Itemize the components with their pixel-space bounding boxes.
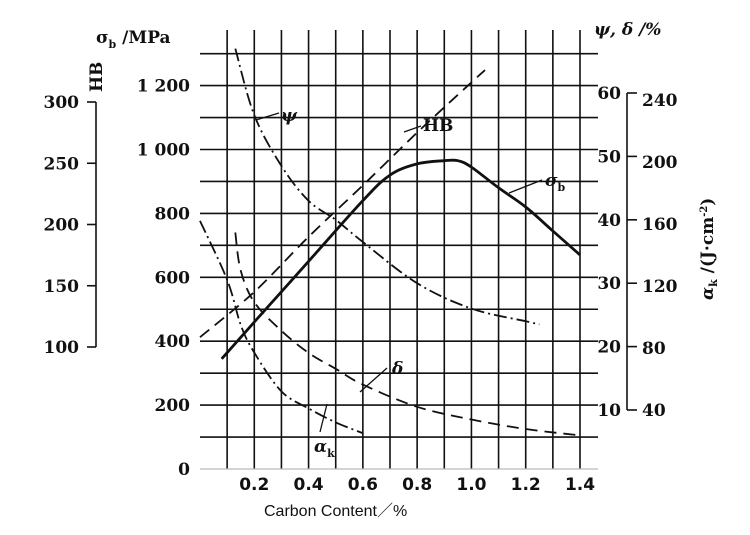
alpha-tick-label: 120 xyxy=(642,277,678,297)
sigma-tick-label: 1 000 xyxy=(137,141,190,161)
delta-curve-label: δ xyxy=(391,359,403,379)
sigma-tick-label: 800 xyxy=(155,204,191,224)
axes: 0 200 400 600 800 1 000 1 200 0.2 0.4 0.6 0.8 1.0 1.… xyxy=(44,77,678,495)
x-axis-title: Carbon Content／% xyxy=(264,503,407,520)
series-b-line xyxy=(220,158,581,360)
series--line xyxy=(234,232,581,437)
labels: σb /MPa HB ψ, δ /% αk /(J·cm-2) Carbon C… xyxy=(87,20,720,520)
series--line xyxy=(234,48,540,326)
alpha-tick-label: 240 xyxy=(642,91,678,111)
hb-tick-label: 300 xyxy=(44,93,80,113)
x-tick-label: 1.2 xyxy=(511,475,541,495)
alpha-curve-label: αk xyxy=(314,437,335,460)
hb-tick-label: 250 xyxy=(44,154,80,174)
alpha-axis-title: αk /(J·cm-2) xyxy=(698,198,720,300)
hb-axis-title: HB xyxy=(87,62,107,92)
sigma-tick-label: 1 200 xyxy=(137,77,190,97)
alpha-tick-label: 200 xyxy=(642,153,678,173)
psi-delta-tick-label: 40 xyxy=(597,211,621,231)
delta-label-leader xyxy=(359,367,388,393)
hb-tick-label: 200 xyxy=(44,216,80,236)
sigma-axis-title: σb /MPa xyxy=(96,28,171,51)
alpha-tick-label: 80 xyxy=(642,339,666,359)
psi-delta-tick-label: 30 xyxy=(597,274,621,294)
hb-curve-label: HB xyxy=(423,116,453,136)
sigma-tick-label: 0 xyxy=(178,460,190,480)
x-tick-label: 1.0 xyxy=(456,475,486,495)
psi-curve-label: ψ xyxy=(281,106,298,126)
psi-delta-tick-label: 60 xyxy=(597,84,621,104)
psi-delta-tick-label: 20 xyxy=(597,338,621,358)
x-tick-label: 0.4 xyxy=(294,475,324,495)
sigma-tick-label: 400 xyxy=(155,332,191,352)
alpha-tick-label: 40 xyxy=(642,401,666,421)
x-tick-label: 0.2 xyxy=(239,475,269,495)
series-hb-line xyxy=(199,69,486,338)
series-k-line xyxy=(199,220,364,435)
curves xyxy=(199,48,581,437)
psi-label-leader xyxy=(255,112,280,121)
psi-delta-axis-title: ψ, δ /% xyxy=(594,20,661,40)
psi-delta-tick-label: 10 xyxy=(597,401,621,421)
alpha-label-leader xyxy=(319,403,328,433)
sigma-tick-label: 600 xyxy=(155,268,191,288)
psi-delta-tick-label: 50 xyxy=(597,147,621,167)
grid xyxy=(200,30,598,469)
sigma-label-leader xyxy=(508,179,543,194)
hb-label-leader xyxy=(403,125,422,133)
sigma-curve-label: σb xyxy=(545,171,566,194)
x-tick-label: 1.4 xyxy=(565,475,595,495)
x-tick-label: 0.6 xyxy=(348,475,378,495)
x-tick-label: 0.8 xyxy=(402,475,432,495)
hb-tick-label: 150 xyxy=(44,277,80,297)
alpha-tick-label: 160 xyxy=(642,215,678,235)
hb-tick-label: 100 xyxy=(44,338,80,358)
sigma-tick-label: 200 xyxy=(155,396,191,416)
